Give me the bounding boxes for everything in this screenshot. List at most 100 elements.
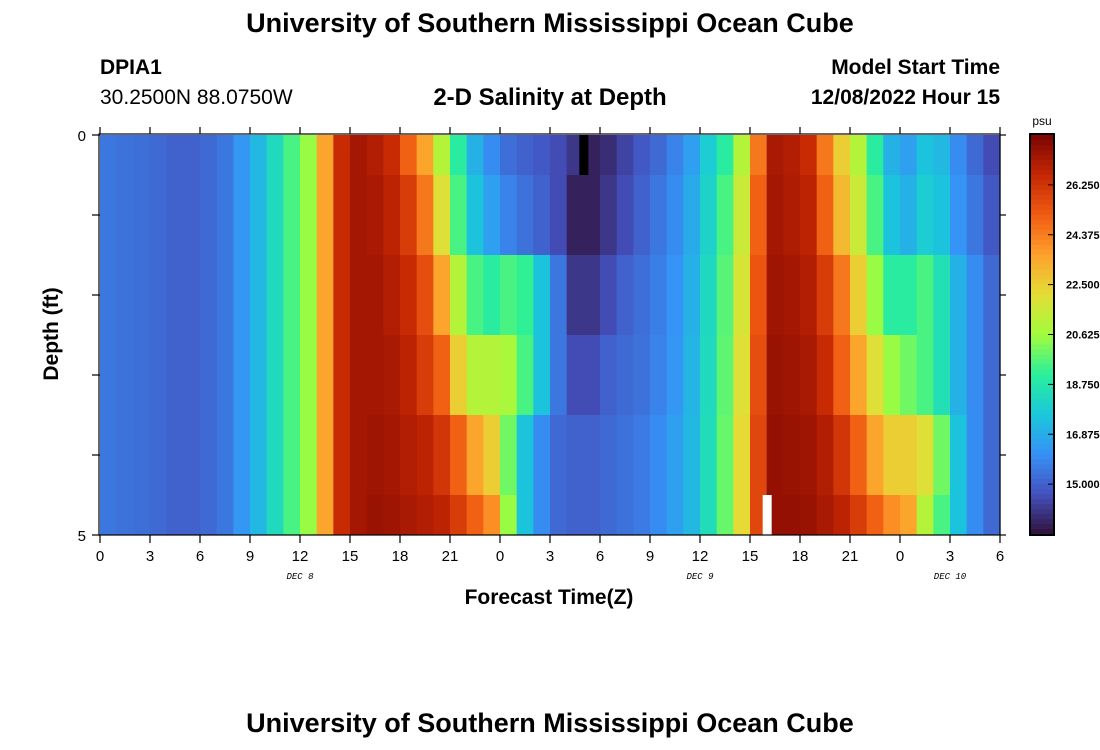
heatmap-cell bbox=[266, 415, 284, 495]
colorbar-segment bbox=[1031, 135, 1053, 141]
x-tick-label: 15 bbox=[342, 548, 359, 565]
heatmap-cell bbox=[900, 175, 918, 255]
colorbar-segment bbox=[1031, 184, 1053, 191]
heatmap-cell bbox=[866, 255, 884, 335]
heatmap-cell bbox=[416, 495, 434, 535]
heatmap-cell bbox=[266, 175, 284, 255]
heatmap-cell bbox=[683, 495, 701, 535]
heatmap-cell bbox=[250, 495, 268, 535]
day-label: DEC 9 bbox=[686, 572, 714, 582]
heatmap-cell bbox=[783, 415, 801, 495]
heatmap-cell bbox=[700, 135, 718, 175]
heatmap-cell bbox=[616, 255, 634, 335]
heatmap-cell bbox=[216, 335, 234, 415]
colorbar: psu 26.250 24.375 22.500 20.625 18.750 16.875… bbox=[1029, 114, 1100, 536]
heatmap-cell bbox=[483, 255, 501, 335]
heatmap-cell bbox=[283, 415, 301, 495]
heatmap-cell bbox=[433, 255, 451, 335]
heatmap-cell bbox=[300, 135, 318, 175]
heatmap-cell bbox=[350, 495, 368, 535]
x-axis: 0 3 6 9 12 15 18 21 0 3 6 9 12 15 18 21 0 3 6 DEC 8 DEC 9 DEC… bbox=[96, 127, 1004, 582]
heatmap-cell bbox=[650, 135, 668, 175]
x-tick-label: 0 bbox=[896, 548, 904, 565]
heatmap-cell bbox=[133, 135, 151, 175]
colorbar-segment bbox=[1031, 349, 1053, 356]
heatmap-cell bbox=[416, 135, 434, 175]
colorbar-segment bbox=[1031, 209, 1053, 216]
colorbar-segment bbox=[1031, 304, 1053, 311]
page-title: University of Southern Mississippi Ocean… bbox=[246, 8, 854, 38]
heatmap-cell bbox=[733, 415, 751, 495]
colorbar-segment bbox=[1031, 524, 1053, 530]
colorbar-segment bbox=[1031, 424, 1053, 430]
heatmap-cell bbox=[900, 495, 918, 535]
heatmap-cell bbox=[250, 255, 268, 335]
heatmap-cell bbox=[300, 495, 318, 535]
colorbar-segment bbox=[1031, 164, 1053, 171]
heatmap-cell bbox=[233, 135, 251, 175]
heatmap-cell bbox=[950, 415, 968, 495]
heatmap-cell bbox=[950, 175, 968, 255]
colorbar-segment bbox=[1031, 264, 1053, 271]
heatmap-cell bbox=[550, 415, 568, 495]
heatmap-cell bbox=[583, 175, 601, 255]
heatmap-cell bbox=[166, 135, 184, 175]
station-coordinates: 30.2500N 88.0750W bbox=[100, 86, 293, 109]
heatmap-cell bbox=[816, 415, 834, 495]
heatmap-cell bbox=[966, 495, 984, 535]
heatmap-cell bbox=[966, 175, 984, 255]
colorbar-segment bbox=[1031, 399, 1053, 405]
colorbar-frame bbox=[1029, 133, 1055, 536]
heatmap-cell bbox=[800, 175, 818, 255]
heatmap-cell bbox=[933, 175, 951, 255]
heatmap-cell bbox=[983, 255, 1001, 335]
heatmap-cell bbox=[383, 495, 401, 535]
y-axis-label: Depth (ft) bbox=[40, 287, 63, 380]
heatmap-cell bbox=[666, 415, 684, 495]
heatmap-cell bbox=[766, 135, 784, 175]
colorbar-segment bbox=[1031, 309, 1053, 316]
heatmap-cell bbox=[200, 335, 218, 415]
heatmap-cell bbox=[783, 135, 801, 175]
salinity-heatmap-chart: 0 3 6 9 12 15 18 21 0 3 6 9 12 15 18 21 0 3 6 DEC 8 DEC 9 DEC… bbox=[40, 114, 1100, 609]
colorbar-segment bbox=[1031, 159, 1053, 166]
heatmap-cell bbox=[500, 495, 518, 535]
heatmap-cell bbox=[166, 175, 184, 255]
heatmap-cell bbox=[516, 335, 534, 415]
heatmap-cell bbox=[250, 335, 268, 415]
heatmap-cell bbox=[950, 255, 968, 335]
heatmap-cell bbox=[983, 335, 1001, 415]
heatmap-marker bbox=[762, 495, 772, 535]
heatmap-cell bbox=[366, 495, 384, 535]
heatmap-cell bbox=[433, 415, 451, 495]
colorbar-segment bbox=[1031, 529, 1053, 535]
heatmap-cell bbox=[650, 335, 668, 415]
heatmap-cell bbox=[716, 335, 734, 415]
heatmap-cell bbox=[716, 495, 734, 535]
heatmap-cell bbox=[233, 335, 251, 415]
heatmap-cell bbox=[683, 135, 701, 175]
heatmap-cell bbox=[316, 415, 334, 495]
heatmap-cell bbox=[150, 135, 168, 175]
colorbar-segment bbox=[1031, 434, 1053, 440]
heatmap-cell bbox=[816, 175, 834, 255]
heatmap-cell bbox=[633, 335, 651, 415]
heatmap-cell bbox=[550, 135, 568, 175]
heatmap-cell bbox=[233, 255, 251, 335]
heatmap-cell bbox=[166, 335, 184, 415]
heatmap-cell bbox=[950, 495, 968, 535]
colorbar-segment bbox=[1031, 404, 1053, 410]
heatmap-cell bbox=[933, 495, 951, 535]
colorbar-segment bbox=[1031, 289, 1053, 296]
colorbar-segment bbox=[1031, 179, 1053, 186]
heatmap-cell bbox=[816, 495, 834, 535]
heatmap-cell bbox=[433, 175, 451, 255]
day-label: DEC 10 bbox=[934, 572, 967, 582]
heatmap-cell bbox=[400, 415, 418, 495]
heatmap-cell bbox=[633, 135, 651, 175]
colorbar-segment bbox=[1031, 459, 1053, 465]
heatmap-cell bbox=[333, 255, 351, 335]
heatmap-cell bbox=[916, 255, 934, 335]
colorbar-segment bbox=[1031, 294, 1053, 301]
heatmap-cell bbox=[466, 175, 484, 255]
